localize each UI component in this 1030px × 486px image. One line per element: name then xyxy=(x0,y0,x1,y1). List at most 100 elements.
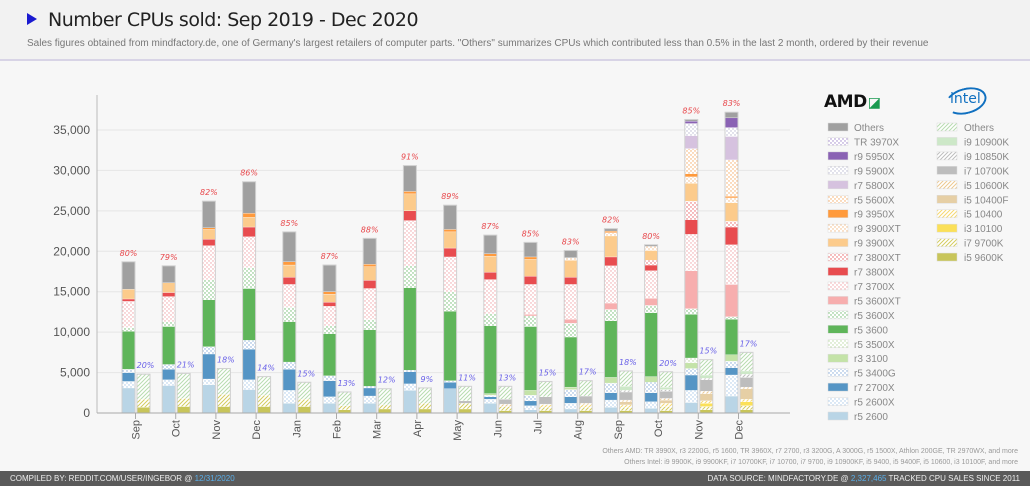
amd-share-label: 87% xyxy=(321,252,339,261)
intel-bar-segment xyxy=(659,389,673,392)
amd-bar-segment xyxy=(363,387,377,397)
legend-label: r3 3100 xyxy=(854,354,888,365)
y-tick-label: 20,000 xyxy=(53,244,90,258)
amd-bar-segment xyxy=(604,407,618,414)
legend-item-amd: r5 3600X xyxy=(827,310,895,322)
legend-label: i3 10100 xyxy=(964,224,1003,235)
amd-bar-segment xyxy=(483,393,497,396)
amd-bar-segment xyxy=(564,408,578,414)
amd-bar-segment xyxy=(724,354,739,362)
intel-bar-segment xyxy=(579,404,593,408)
amd-bar-segment xyxy=(322,306,337,326)
amd-bar-segment xyxy=(644,264,658,271)
amd-bar-segment xyxy=(242,267,256,289)
x-tick-label: Sep xyxy=(131,420,143,440)
compiled-date: 12/31/2020 xyxy=(194,474,235,483)
amd-bar-segment xyxy=(121,301,136,328)
legend-item-amd: r5 3600 xyxy=(827,325,888,336)
legend-item-intel: i3 10100 xyxy=(936,223,1003,235)
intel-bar-segment xyxy=(739,401,754,406)
legend-swatch xyxy=(827,339,849,348)
amd-bar-segment xyxy=(202,384,216,414)
legend-item-amd: r9 3950X xyxy=(827,209,895,221)
intel-share-label: 15% xyxy=(539,368,557,377)
amd-share-label: 89% xyxy=(441,192,459,201)
legend-item-amd: r9 5900X xyxy=(827,166,895,177)
amd-bar-segment xyxy=(242,348,256,380)
legend-swatch xyxy=(827,353,849,363)
intel-bar-segment xyxy=(659,399,673,404)
legend-swatch xyxy=(827,166,849,175)
intel-bar-segment xyxy=(217,368,231,395)
amd-bar-segment xyxy=(121,327,136,332)
intel-share-label: 9% xyxy=(421,375,434,384)
x-tick-label: Sep xyxy=(613,420,625,440)
legend-swatch xyxy=(827,382,849,392)
y-tick-label: 15,000 xyxy=(53,285,90,299)
intel-bar-segment xyxy=(458,400,472,404)
amd-bar-segment xyxy=(724,284,739,317)
amd-bar-segment xyxy=(523,242,538,258)
intel-bar-segment xyxy=(257,376,271,396)
intel-share-label: 17% xyxy=(740,339,758,348)
amd-bar-segment xyxy=(282,277,296,285)
amd-bar-segment xyxy=(322,293,337,303)
amd-bar-segment xyxy=(162,369,176,380)
amd-bar-segment xyxy=(403,265,417,288)
legend-label: r7 3800X xyxy=(854,268,895,279)
legend-swatch xyxy=(827,397,849,406)
amd-share-label: 83% xyxy=(562,237,580,246)
intel-bar-segment xyxy=(538,404,553,408)
legend-label: Others xyxy=(964,123,994,134)
amd-bar-segment xyxy=(564,284,578,320)
amd-bar-segment xyxy=(564,323,578,338)
amd-bar-segment xyxy=(483,313,497,326)
amd-bar-segment xyxy=(684,308,698,315)
amd-bar-segment xyxy=(403,165,417,192)
x-tick-label: Aug xyxy=(573,420,585,440)
amd-bar-segment xyxy=(523,256,538,260)
amd-bar-segment xyxy=(644,401,658,409)
legend-label: i9 10900K xyxy=(964,137,1009,148)
amd-bar-segment xyxy=(363,386,377,389)
amd-bar-segment xyxy=(604,302,618,310)
footer: COMPILED BY: REDDIT.COM/USER/INGEBOR @ 1… xyxy=(0,471,1030,486)
amd-bar-segment xyxy=(483,403,497,414)
intel-bar-segment xyxy=(619,404,633,408)
intel-bar-segment xyxy=(619,407,633,411)
amd-bar-segment xyxy=(564,257,578,261)
intel-bar-segment xyxy=(699,403,713,407)
amd-share-label: 85% xyxy=(280,219,298,228)
amd-bar-segment xyxy=(162,321,176,327)
amd-bar-segment xyxy=(724,197,739,203)
amd-bar-segment xyxy=(443,231,457,249)
amd-bar-segment xyxy=(242,181,256,214)
intel-bar-segment xyxy=(217,406,231,414)
amd-bar-segment xyxy=(242,236,256,268)
page-subtitle: Sales figures obtained from mindfactory.… xyxy=(27,38,929,49)
intel-bar-segment xyxy=(699,359,713,376)
header: Number CPUs sold: Sep 2019 - Dec 2020 Sa… xyxy=(0,0,1030,61)
amd-bar-segment xyxy=(121,298,136,302)
intel-bar-segment xyxy=(136,407,151,414)
intel-bar-segment xyxy=(619,391,633,401)
amd-bar-segment xyxy=(684,368,698,376)
legend-label: i5 10400F xyxy=(964,195,1008,206)
intel-bar-segment xyxy=(136,374,151,400)
amd-bar-segment xyxy=(644,305,658,313)
intel-bar-segment xyxy=(659,371,673,388)
legend-item-amd: r9 3900XT xyxy=(827,223,901,235)
legend-label: r5 5600X xyxy=(854,195,895,206)
legend-item-amd: r5 3400G xyxy=(827,368,896,380)
amd-bar-segment xyxy=(483,325,497,394)
intel-bar-segment xyxy=(739,399,754,402)
amd-bar-segment xyxy=(523,395,538,402)
amd-bar-segment xyxy=(363,264,377,267)
amd-bar-segment xyxy=(523,326,538,391)
x-tick-label: May xyxy=(452,420,464,441)
amd-bar-segment xyxy=(282,321,296,363)
amd-bar-segment xyxy=(121,381,136,389)
amd-bar-segment xyxy=(282,264,296,278)
amd-bar-segment xyxy=(604,265,618,304)
amd-bar-segment xyxy=(202,353,216,380)
